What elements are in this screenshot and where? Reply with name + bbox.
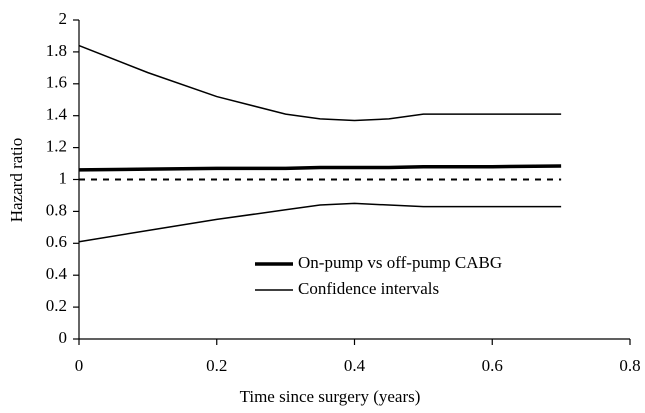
y-tick-label: 0 bbox=[59, 328, 68, 347]
legend-label: Confidence intervals bbox=[298, 279, 439, 298]
x-axis-label: Time since surgery (years) bbox=[240, 387, 421, 406]
y-tick-label: 1 bbox=[59, 168, 68, 187]
y-tick-label: 0.8 bbox=[46, 200, 67, 219]
legend-label: On-pump vs off-pump CABG bbox=[298, 253, 502, 272]
y-tick-label: 2 bbox=[59, 9, 68, 28]
y-axis-label: Hazard ratio bbox=[7, 138, 26, 222]
y-tick-label: 1.8 bbox=[46, 41, 67, 60]
y-tick-label: 0.6 bbox=[46, 232, 67, 251]
y-tick-label: 1.6 bbox=[46, 73, 67, 92]
x-tick-label: 0 bbox=[75, 356, 84, 375]
series-line bbox=[78, 202, 562, 243]
x-tick-label: 0.6 bbox=[482, 356, 503, 375]
x-tick-label: 0.2 bbox=[206, 356, 227, 375]
x-tick-label: 0.4 bbox=[344, 356, 366, 375]
series-line bbox=[78, 44, 562, 122]
y-tick-label: 0.4 bbox=[46, 264, 68, 283]
y-tick-label: 1.4 bbox=[46, 105, 68, 124]
y-tick-label: 1.2 bbox=[46, 137, 67, 156]
x-tick-label: 0.8 bbox=[619, 356, 640, 375]
series-line bbox=[78, 164, 562, 172]
y-tick-label: 0.2 bbox=[46, 296, 67, 315]
